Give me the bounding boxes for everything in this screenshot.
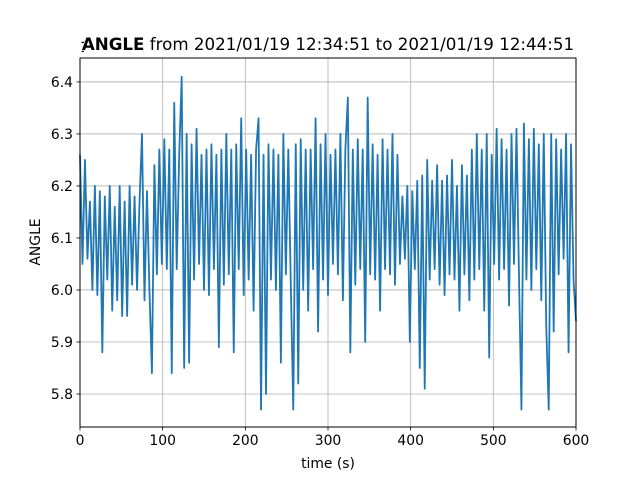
y-tick-label: 6.1	[51, 231, 73, 247]
title-backdrop	[84, 34, 572, 54]
plot-area	[79, 58, 577, 427]
data-line	[79, 75, 577, 411]
y-tick-label: 6.0	[51, 283, 73, 299]
x-tick-label: 200	[232, 433, 259, 449]
x-tick-label: 100	[149, 433, 176, 449]
x-tick-label: 600	[563, 433, 590, 449]
title-bold: ANGLE	[82, 34, 145, 54]
y-tick-label: 6.3	[51, 127, 73, 143]
x-tick-label: 0	[76, 433, 85, 449]
title-rest: from 2021/01/19 12:34:51 to 2021/01/19 1…	[150, 34, 574, 54]
y-axis-label: ANGLE	[28, 218, 44, 265]
x-tick-label: 300	[315, 433, 342, 449]
x-tick-label: 400	[397, 433, 424, 449]
y-tick-label: 5.9	[51, 335, 73, 351]
x-axis-label: time (s)	[301, 456, 355, 472]
y-tick-label: 5.8	[51, 387, 73, 403]
x-tick-label: 500	[480, 433, 507, 449]
y-tick-label: 6.4	[51, 75, 73, 91]
chart-title: ANGLE from 2021/01/19 12:34:51 to 2021/0…	[82, 34, 574, 54]
y-tick-label: 6.2	[51, 179, 73, 195]
